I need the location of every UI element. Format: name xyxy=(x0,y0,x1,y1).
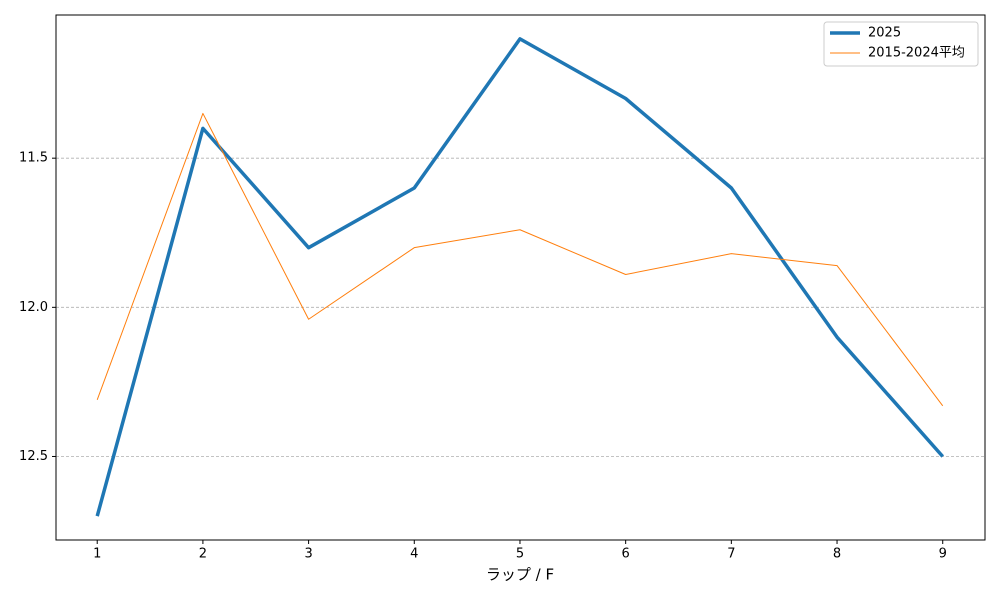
x-tick-label: 3 xyxy=(304,547,312,562)
x-tick-label: 6 xyxy=(622,547,630,562)
x-tick-label: 5 xyxy=(516,547,524,562)
x-axis-label: ラップ / F xyxy=(486,566,554,584)
legend-label: 2015-2024平均 xyxy=(868,46,965,61)
x-tick-label: 4 xyxy=(410,547,418,562)
y-tick-label: 12.0 xyxy=(19,300,48,315)
legend-box xyxy=(823,21,979,67)
legend: 2025 2015-2024平均 xyxy=(823,21,979,67)
legend-label: 2025 xyxy=(868,26,901,41)
data-line xyxy=(96,112,944,407)
x-tick-label: 7 xyxy=(727,547,735,562)
data-line xyxy=(95,37,945,517)
y-tick-label: 12.5 xyxy=(19,449,48,464)
plot-frame xyxy=(55,14,986,541)
x-tick-label: 9 xyxy=(939,547,947,562)
x-tick-label: 2 xyxy=(199,547,207,562)
x-tick-label: 8 xyxy=(833,547,841,562)
y-tick-label: 11.5 xyxy=(19,151,48,166)
x-tick-label: 1 xyxy=(93,547,101,562)
